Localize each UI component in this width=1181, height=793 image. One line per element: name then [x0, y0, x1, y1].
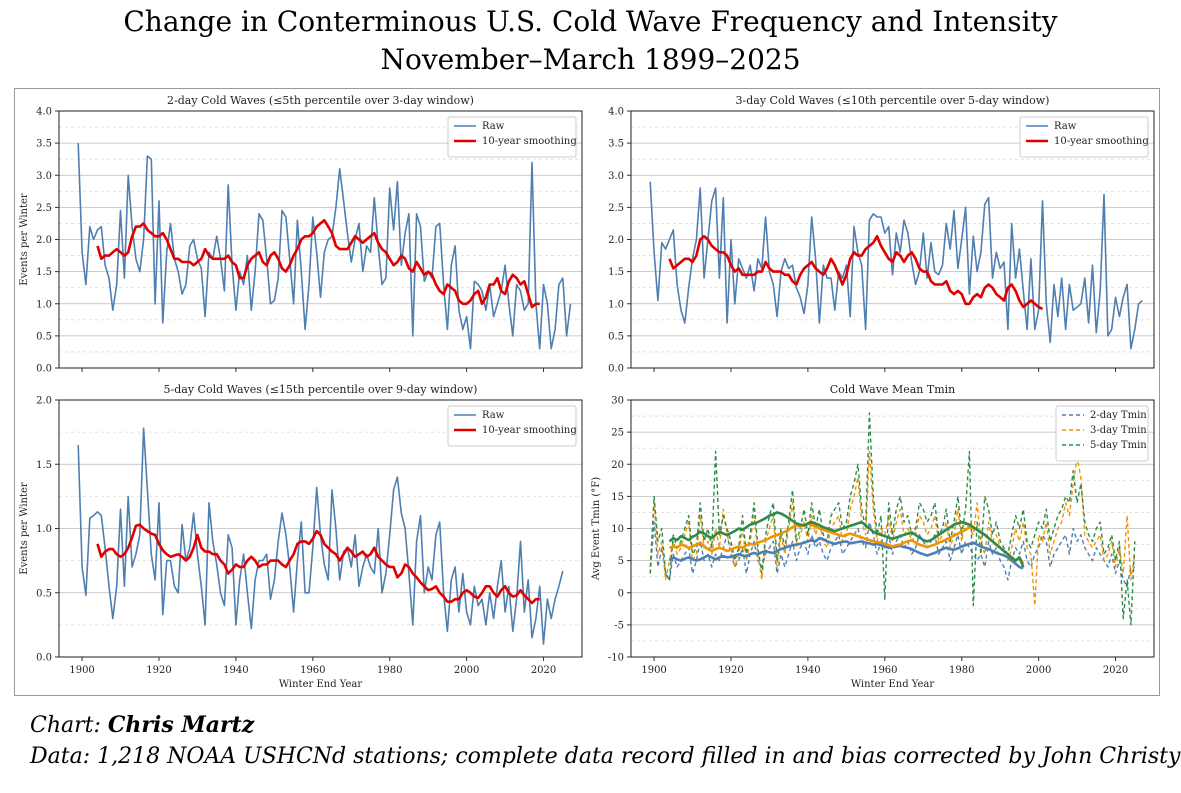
y-tick-label: 2.0 — [36, 396, 52, 407]
y-tick-label: 0.5 — [36, 331, 52, 342]
chart-panel-3: 0.0 0.5 1.0 1.5 2.0 1900 1920 1940 1960 1980 2000 2… — [19, 383, 583, 690]
data-source-credit: Data: 1,218 NOAA USHCNd stations; comple… — [30, 744, 1181, 769]
legend-label: 10-year smoothing — [482, 425, 577, 436]
x-tick-label: 1960 — [872, 665, 897, 676]
credit-author: Chris Martz — [107, 712, 255, 738]
panel-title: 5-day Cold Waves (≤15th percentile over … — [164, 383, 478, 396]
tmin-smoothing-line-tmin3 — [669, 522, 1025, 565]
x-tick-label: 1900 — [69, 665, 94, 676]
y-tick-label: 1.5 — [36, 460, 52, 471]
legend-label: 5-day Tmin — [1090, 440, 1147, 451]
smoothing-series-line — [96, 218, 540, 309]
y-tick-label: 4.0 — [36, 107, 52, 118]
x-tick-label: 2000 — [454, 665, 479, 676]
x-tick-label: 1940 — [223, 665, 248, 676]
x-tick-label: 1940 — [795, 665, 820, 676]
x-axis-label: Winter End Year — [851, 679, 935, 690]
y-tick-label: 2.0 — [36, 235, 52, 246]
chart-panel-1: 0.0 0.5 1.0 1.5 2.0 2.5 3.0 3.5 4.0 2-day Cold Wa… — [19, 94, 583, 375]
credit-prefix: Chart: — [30, 713, 108, 738]
legend-label: 10-year smoothing — [482, 136, 577, 147]
tmin-series-line-tmin3 — [649, 450, 1136, 607]
legend: Raw 10-year smoothing — [447, 405, 577, 447]
x-tick-label: 1980 — [377, 665, 402, 676]
y-tick-label: 0.0 — [36, 364, 52, 375]
legend-label: Raw — [482, 410, 505, 421]
y-tick-label: 1.0 — [36, 299, 52, 310]
legend-label: Raw — [482, 121, 505, 132]
legend: 2-day Tmin 3-day Tmin 5-day Tmin — [1055, 405, 1149, 462]
x-tick-label: 2020 — [1103, 665, 1128, 676]
plot-area — [630, 110, 1155, 369]
legend-label: Raw — [1054, 121, 1077, 132]
legend-label: 3-day Tmin — [1090, 425, 1147, 436]
y-tick-label: 0 — [618, 588, 624, 599]
x-tick-label: 1920 — [718, 665, 743, 676]
y-tick-label: 0.5 — [36, 588, 52, 599]
y-tick-label: 30 — [611, 396, 624, 407]
legend-label: 10-year smoothing — [1054, 136, 1149, 147]
legend-box — [1055, 405, 1149, 462]
y-tick-label: 20 — [611, 460, 624, 471]
plot-area — [58, 399, 583, 658]
x-tick-label: 1900 — [641, 665, 666, 676]
y-tick-label: 1.5 — [36, 267, 52, 278]
tmin-smoothing-line-tmin5 — [668, 511, 1025, 568]
tmin-smoothing-line-tmin2 — [668, 536, 1024, 570]
y-tick-label: 3.5 — [36, 139, 52, 150]
panel-title: 3-day Cold Waves (≤10th percentile over … — [736, 94, 1050, 107]
y-tick-label: 3.0 — [36, 171, 52, 182]
raw-series-line — [77, 143, 572, 350]
y-tick-label: 25 — [611, 428, 624, 439]
legend: Raw 10-year smoothing — [1019, 116, 1149, 158]
smoothing-series-line — [96, 523, 540, 605]
chart-panel-4: -10 -5 0 5 10 15 20 25 30 1900 1920 1940 1960 1980 200… — [591, 383, 1155, 690]
y-tick-label: 0.5 — [608, 331, 624, 342]
y-tick-label: 5 — [618, 556, 624, 567]
chart-panel-2: 0.0 0.5 1.0 1.5 2.0 2.5 3.0 3.5 4.0 3-day Cold Wa… — [608, 94, 1155, 375]
legend-label: 2-day Tmin — [1090, 410, 1147, 421]
y-axis-label: Events per Winter — [19, 193, 30, 286]
figure-frame — [14, 88, 1160, 696]
y-tick-label: 4.0 — [608, 107, 624, 118]
tmin-series-line-tmin2 — [649, 521, 1135, 587]
y-tick-label: -10 — [608, 653, 624, 664]
chart-title-line-2: November–March 1899–2025 — [380, 43, 801, 76]
panel-title: 2-day Cold Waves (≤5th percentile over 3… — [167, 94, 474, 107]
x-tick-label: 1920 — [146, 665, 171, 676]
y-tick-label: 2.5 — [608, 203, 624, 214]
y-tick-label: 3.5 — [608, 139, 624, 150]
y-tick-label: 1.5 — [608, 267, 624, 278]
panel-title: Cold Wave Mean Tmin — [830, 383, 956, 396]
legend-box — [1019, 116, 1149, 158]
legend-box — [447, 405, 577, 447]
y-tick-label: 1.0 — [608, 299, 624, 310]
legend: Raw 10-year smoothing — [447, 116, 577, 158]
legend-box — [447, 116, 577, 158]
chart-credit: Chart: Chris Martz — [30, 712, 254, 738]
y-tick-label: 0.0 — [36, 653, 52, 664]
y-tick-label: 1.0 — [36, 524, 52, 535]
x-tick-label: 2020 — [531, 665, 556, 676]
y-axis-label: Events per Winter — [19, 482, 30, 575]
y-axis-label: Avg Event Tmin (°F) — [591, 477, 602, 581]
raw-series-line — [649, 181, 1144, 350]
y-tick-label: -5 — [614, 620, 624, 631]
plot-area — [630, 399, 1155, 658]
y-tick-label: 0.0 — [608, 364, 624, 375]
chart-title-line-1: Change in Conterminous U.S. Cold Wave Fr… — [123, 5, 1058, 38]
y-tick-label: 15 — [611, 492, 624, 503]
x-tick-label: 1980 — [949, 665, 974, 676]
y-tick-label: 2.0 — [608, 235, 624, 246]
x-tick-label: 1960 — [300, 665, 325, 676]
y-tick-label: 3.0 — [608, 171, 624, 182]
plot-area — [58, 110, 583, 369]
y-tick-label: 2.5 — [36, 203, 52, 214]
x-tick-label: 2000 — [1026, 665, 1051, 676]
y-tick-label: 10 — [611, 524, 624, 535]
smoothing-series-line — [668, 235, 1044, 311]
x-axis-label: Winter End Year — [279, 679, 363, 690]
